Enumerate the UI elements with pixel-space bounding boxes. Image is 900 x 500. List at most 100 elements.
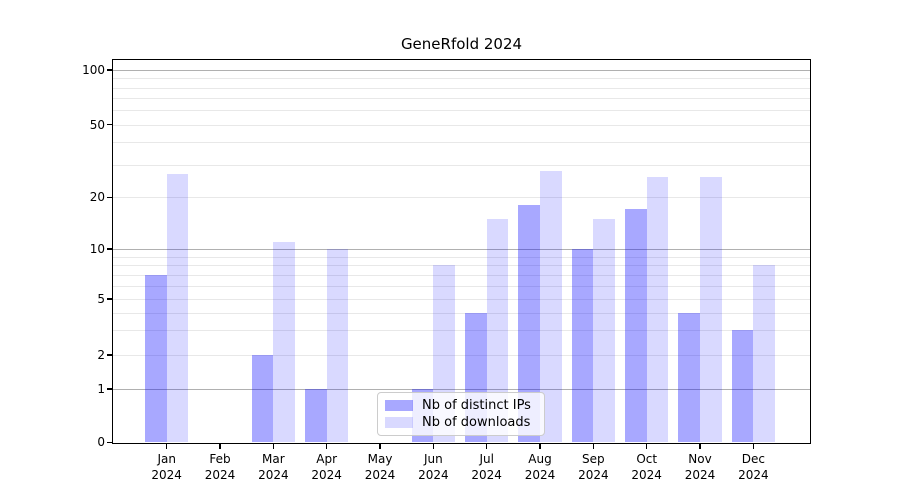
x-tick-year: 2024 (684, 468, 716, 482)
x-tick-mark-mar (272, 443, 275, 449)
bar-downloads-nov (700, 176, 722, 443)
bar-ips-aug (518, 205, 541, 443)
chart-title: GeneRfold 2024 (400, 35, 523, 53)
bar-downloads-aug (540, 170, 562, 443)
x-tick-mark-nov (699, 443, 701, 449)
bar-ips-mar (251, 355, 274, 443)
y-tick-label-20: 20 (89, 190, 105, 205)
x-tick-mark-feb (219, 443, 221, 449)
x-tick-month: Jul (479, 452, 494, 466)
x-tick-year: 2024 (258, 468, 289, 482)
x-tick-year: 2024 (524, 468, 556, 482)
y-tick-mark-0 (107, 441, 113, 444)
y-tick-mark-50 (107, 123, 113, 126)
y-tick-label-0: 0 (97, 435, 105, 450)
x-tick-label-may: May 2024 (353, 451, 407, 483)
x-tick-month: May (367, 452, 393, 466)
gridline-minor (113, 165, 810, 167)
legend: Nb of distinct IPs Nb of downloads (377, 392, 545, 436)
legend-item-downloads: Nb of downloads (385, 414, 537, 431)
x-tick-mark-sep (592, 443, 595, 449)
bar-downloads-jul (486, 218, 509, 443)
gridline-minor (113, 110, 810, 112)
bar-ips-oct (625, 209, 647, 443)
bar-ips-sep (571, 249, 594, 443)
x-tick-label-sep: Sep 2024 (566, 451, 620, 483)
y-tick-label-5: 5 (97, 292, 105, 306)
y-tick-label-1: 1 (97, 382, 105, 396)
x-tick-month: Apr (316, 452, 338, 466)
y-tick-mark-10 (107, 248, 113, 250)
x-tick-mark-apr (325, 443, 328, 449)
x-tick-mark-oct (645, 443, 648, 449)
gridline-minor (113, 285, 810, 287)
x-tick-year: 2024 (578, 468, 609, 482)
legend-label-distinct-ips: Nb of distinct IPs (422, 397, 531, 413)
x-tick-month: Sep (582, 452, 605, 466)
bar-downloads-mar (273, 241, 295, 443)
x-tick-month: Jan (157, 452, 176, 466)
x-tick-year: 2024 (738, 468, 769, 482)
gridline-minor (113, 142, 810, 144)
x-tick-label-oct: Oct 2024 (620, 451, 674, 483)
bar-downloads-apr (326, 249, 349, 443)
x-tick-month: Dec (741, 452, 765, 466)
y-tick-mark-5 (107, 298, 113, 300)
x-tick-mark-jun (432, 443, 435, 449)
x-tick-label-aug: Aug 2024 (513, 451, 567, 483)
gridline-major (113, 70, 810, 71)
gridline-minor (113, 256, 810, 258)
plot-area: 0 1 2 5 10 20 50 100 Jan 2024 Feb 2024 Mar 2024 Apr 202… (82, 59, 811, 482)
legend-swatch-distinct-ips (385, 400, 413, 411)
gridline-minor (113, 355, 810, 356)
y-tick-label-50: 50 (89, 117, 105, 132)
x-tick-month: Mar (262, 452, 285, 466)
gridline-minor (113, 87, 810, 89)
gridline-major (113, 249, 810, 250)
x-tick-year: 2024 (418, 468, 449, 482)
x-tick-month: Nov (688, 452, 712, 466)
x-tick-year: 2024 (471, 468, 502, 482)
gridline-minor (113, 312, 810, 314)
y-tick-label-100: 100 (82, 63, 105, 77)
gridline-minor (113, 124, 810, 126)
gridline-minor (113, 98, 810, 100)
x-tick-label-jul: Jul 2024 (460, 451, 514, 483)
x-tick-label-feb: Feb 2024 (193, 451, 247, 483)
gridline-minor (113, 330, 810, 332)
x-tick-year: 2024 (364, 468, 396, 482)
gridline-minor (113, 78, 810, 80)
x-tick-label-dec: Dec 2024 (726, 451, 780, 483)
bar-downloads-sep (593, 218, 615, 443)
x-tick-label-apr: Apr 2024 (300, 451, 354, 483)
x-tick-label-nov: Nov 2024 (673, 451, 727, 483)
y-tick-mark-100 (107, 69, 113, 71)
y-tick-label-2: 2 (97, 348, 105, 362)
gridline-minor (113, 197, 810, 199)
y-tick-mark-2 (107, 354, 113, 356)
bar-ips-jan (145, 274, 167, 443)
bar-downloads-dec (753, 265, 775, 443)
y-tick-mark-1 (107, 388, 113, 390)
bar-downloads-jan (166, 173, 189, 443)
x-tick-year: 2024 (204, 468, 236, 482)
y-tick-mark-20 (107, 196, 113, 199)
x-tick-year: 2024 (151, 468, 182, 482)
gridline-major (113, 389, 810, 390)
x-tick-mark-may (379, 443, 381, 449)
bar-downloads-oct (646, 176, 669, 443)
legend-label-downloads: Nb of downloads (422, 414, 531, 430)
gridline-minor (113, 274, 810, 276)
x-tick-month: Jun (423, 452, 443, 466)
y-tick-label-10: 10 (89, 242, 105, 256)
x-tick-mark-jul (485, 443, 488, 449)
legend-item-distinct-ips: Nb of distinct IPs (385, 397, 537, 414)
bar-ips-apr (305, 389, 327, 443)
x-tick-year: 2024 (311, 468, 342, 482)
x-tick-month: Aug (528, 452, 552, 466)
x-tick-label-mar: Mar 2024 (246, 451, 300, 483)
x-tick-mark-jan (165, 443, 168, 449)
bar-ips-nov (678, 312, 701, 443)
gridline-minor (113, 299, 810, 300)
